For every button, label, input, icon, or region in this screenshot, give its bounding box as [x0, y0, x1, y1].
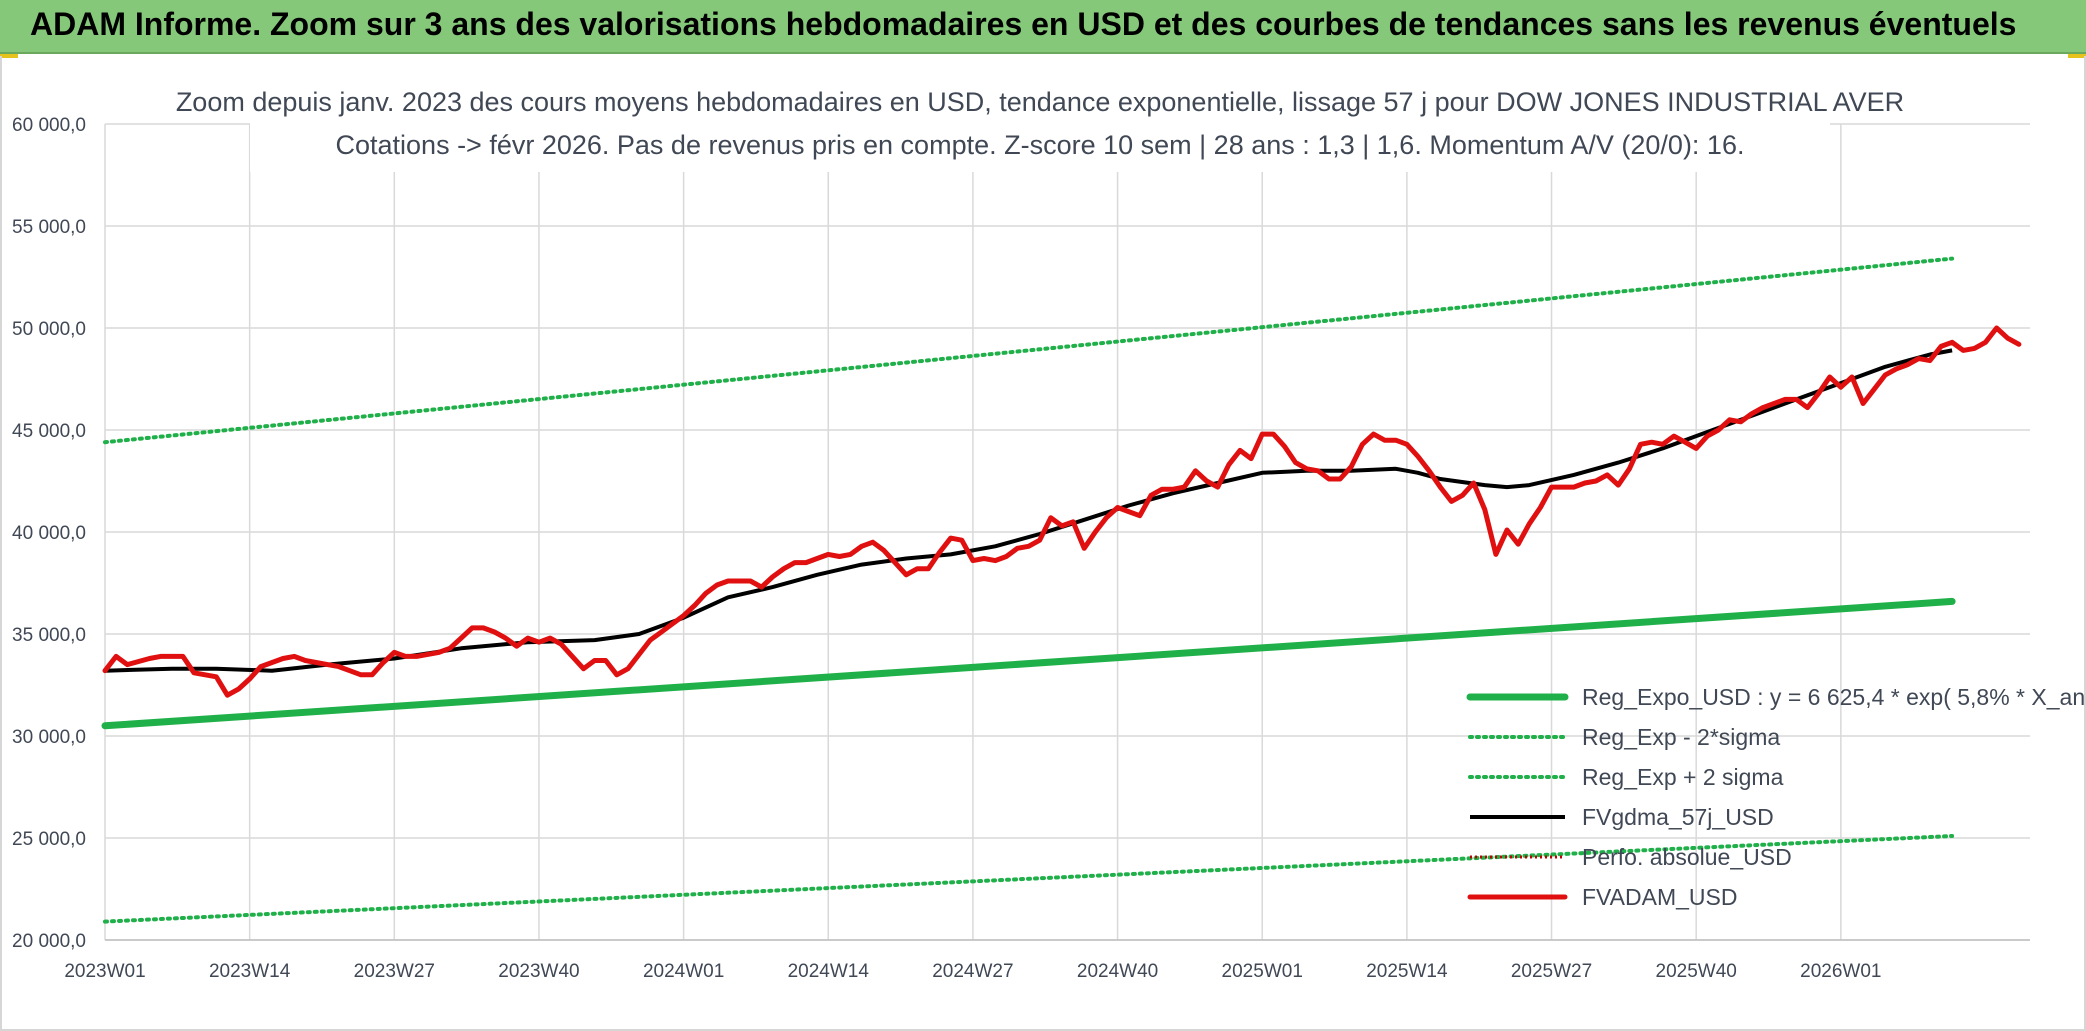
y-tick-label: 40 000,0: [12, 523, 86, 544]
y-tick-label: 35 000,0: [12, 625, 86, 646]
title-background: [250, 82, 1830, 172]
y-tick-label: 30 000,0: [12, 727, 86, 748]
legend: Reg_Expo_USD : y = 6 625,4 * exp( 5,8% *…: [1466, 684, 2086, 910]
series-layer: [101, 256, 2022, 924]
x-tick-label: 2024W01: [643, 961, 724, 982]
y-tick-label: 55 000,0: [12, 217, 86, 238]
legend-label: Reg_Exp - 2*sigma: [1582, 724, 1780, 750]
x-tick-label: 2025W01: [1222, 961, 1303, 982]
x-tick-label: 2023W01: [64, 961, 145, 982]
y-tick-label: 45 000,0: [12, 421, 86, 442]
series-line-reg-exp-2-sigma: [103, 834, 1955, 924]
x-axis: 2023W01 2023W14 2023W27 2023W40 2024W01 2024W…: [64, 939, 2030, 982]
corner-accent-left: [0, 54, 18, 58]
legend-label: Reg_Exp + 2 sigma: [1582, 764, 1784, 790]
chart-title: Zoom depuis janv. 2023 des cours moyens …: [176, 87, 1904, 117]
legend-label: FVgdma_57j_USD: [1582, 804, 1774, 830]
report-banner: ADAM Informe. Zoom sur 3 ans des valoris…: [0, 0, 2086, 54]
x-tick-label: 2024W27: [932, 961, 1013, 982]
x-tick-label: 2023W40: [498, 961, 579, 982]
y-tick-label: 25 000,0: [12, 829, 86, 850]
chart-frame: [0, 56, 2086, 1031]
series-line-fvadam-usd: [102, 325, 2022, 698]
chart-subtitle: Cotations -> févr 2026. Pas de revenus p…: [336, 130, 1745, 160]
x-tick-label: 2024W14: [788, 961, 870, 982]
series-line-reg-expo-usd-y-6-625-4-e: [101, 597, 1956, 730]
x-tick-label: 2025W40: [1656, 961, 1737, 982]
x-tick-label: 2025W27: [1511, 961, 1592, 982]
x-tick-label: 2023W14: [209, 961, 291, 982]
legend-label: Perfo. absolue_USD: [1582, 844, 1792, 870]
x-tick-label: 2026W01: [1800, 961, 1881, 982]
y-tick-label: 20 000,0: [12, 931, 86, 952]
corner-accent-right: [2068, 54, 2086, 58]
y-tick-label: 60 000,0: [12, 115, 86, 136]
series-line-reg-exp-2-sigma: [103, 256, 1955, 445]
y-tick-label: 50 000,0: [12, 319, 86, 340]
legend-label: Reg_Expo_USD : y = 6 625,4 * exp( 5,8% *…: [1582, 684, 2086, 710]
x-tick-label: 2025W14: [1366, 961, 1448, 982]
x-tick-label: 2023W27: [354, 961, 435, 982]
legend-label: FVADAM_USD: [1582, 884, 1738, 910]
y-axis: 20 000,0 25 000,0 30 000,0 35 000,0 40 000,0…: [12, 115, 86, 952]
report-title: ADAM Informe. Zoom sur 3 ans des valoris…: [30, 6, 2017, 42]
x-tick-label: 2024W40: [1077, 961, 1158, 982]
